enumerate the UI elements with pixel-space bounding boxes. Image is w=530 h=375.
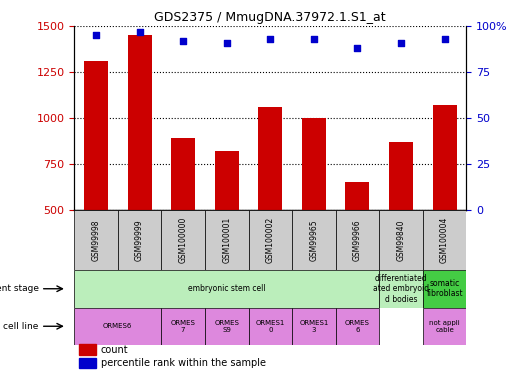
Bar <box>258 107 282 210</box>
Bar <box>79 344 96 355</box>
Bar <box>335 210 379 270</box>
Bar <box>423 210 466 270</box>
Bar <box>423 270 466 308</box>
Text: GSM99965: GSM99965 <box>310 219 319 261</box>
Bar <box>161 308 205 345</box>
Bar <box>205 308 249 345</box>
Text: GSM99998: GSM99998 <box>92 219 101 261</box>
Text: cell line: cell line <box>3 322 39 331</box>
Bar <box>292 210 335 270</box>
Bar <box>74 308 161 345</box>
Text: GSM99999: GSM99999 <box>135 219 144 261</box>
Bar <box>205 210 249 270</box>
Bar <box>171 138 195 210</box>
Point <box>179 38 188 44</box>
Point <box>135 29 144 35</box>
Bar <box>79 358 96 368</box>
Text: ORMES
6: ORMES 6 <box>345 320 370 333</box>
Point <box>353 45 361 51</box>
Bar <box>215 151 238 210</box>
Text: ORMES
7: ORMES 7 <box>171 320 196 333</box>
Text: count: count <box>101 345 128 355</box>
Bar <box>346 183 369 210</box>
Text: GSM100000: GSM100000 <box>179 217 188 263</box>
Text: ORMES1
3: ORMES1 3 <box>299 320 329 333</box>
Bar <box>335 308 379 345</box>
Point <box>440 36 449 42</box>
Bar <box>128 36 152 210</box>
Bar <box>118 210 161 270</box>
Point <box>310 36 318 42</box>
Text: GSM100004: GSM100004 <box>440 217 449 263</box>
Text: differentiated
ated embryoid
d bodies: differentiated ated embryoid d bodies <box>373 274 429 304</box>
Text: GSM100002: GSM100002 <box>266 217 275 263</box>
Text: development stage: development stage <box>0 284 39 293</box>
Title: GDS2375 / MmugDNA.37972.1.S1_at: GDS2375 / MmugDNA.37972.1.S1_at <box>154 11 386 24</box>
Text: ORMES6: ORMES6 <box>103 323 132 329</box>
Text: GSM99966: GSM99966 <box>353 219 362 261</box>
Bar <box>379 270 423 308</box>
Bar <box>389 142 413 210</box>
Bar <box>161 210 205 270</box>
Bar <box>423 308 466 345</box>
Bar <box>379 210 423 270</box>
Bar <box>292 308 335 345</box>
Text: embryonic stem cell: embryonic stem cell <box>188 284 266 293</box>
Point <box>397 40 405 46</box>
Text: ORMES1
0: ORMES1 0 <box>255 320 285 333</box>
Bar <box>302 118 326 210</box>
Text: ORMES
S9: ORMES S9 <box>214 320 239 333</box>
Text: somatic
fibroblast: somatic fibroblast <box>426 279 463 298</box>
Text: GSM99840: GSM99840 <box>396 219 405 261</box>
Bar <box>432 105 457 210</box>
Bar <box>84 61 108 210</box>
Bar <box>249 308 292 345</box>
Text: GSM100001: GSM100001 <box>222 217 231 263</box>
Text: not appli
cable: not appli cable <box>429 320 460 333</box>
Point <box>266 36 275 42</box>
Point <box>223 40 231 46</box>
Text: percentile rank within the sample: percentile rank within the sample <box>101 358 266 368</box>
Bar <box>74 210 118 270</box>
Bar <box>249 210 292 270</box>
Bar <box>74 270 379 308</box>
Point <box>92 33 100 39</box>
